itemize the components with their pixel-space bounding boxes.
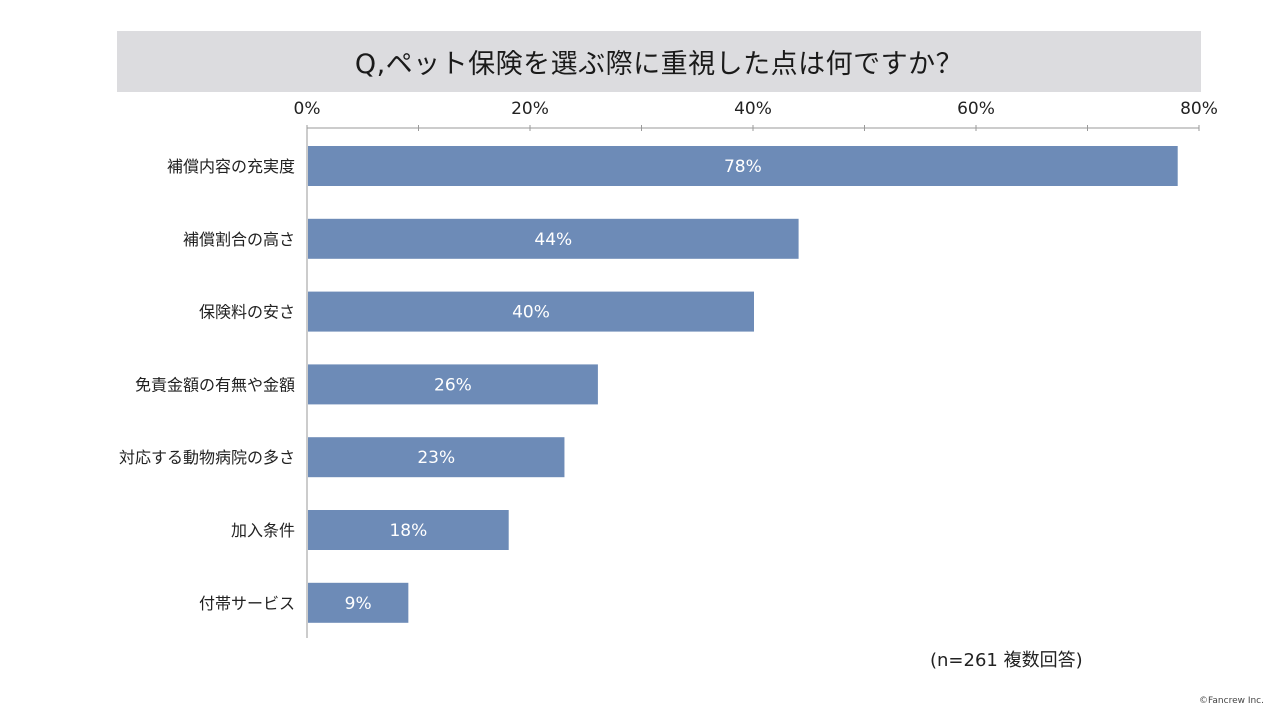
bar — [308, 510, 509, 550]
bar — [308, 218, 799, 259]
bar — [308, 291, 754, 332]
x-tick-label: 40% — [734, 99, 772, 119]
data-label: 40% — [512, 303, 550, 323]
category-label: 補償内容の充実度 — [167, 157, 295, 176]
data-label: 9% — [345, 594, 372, 614]
data-label: 78% — [724, 157, 762, 177]
category-label: 補償割合の高さ — [183, 230, 295, 249]
data-label: 44% — [534, 230, 572, 250]
data-label: 23% — [417, 448, 455, 468]
category-label: 保険料の安さ — [199, 303, 295, 322]
bar — [308, 364, 598, 405]
copyright-text: ©Fancrew Inc. — [1199, 696, 1264, 706]
sample-size-note: (n=261 複数回答) — [930, 650, 1083, 671]
x-tick-label: 80% — [1180, 99, 1218, 119]
data-label: 26% — [434, 375, 472, 395]
x-tick-label: 0% — [294, 99, 321, 119]
data-label: 18% — [389, 521, 427, 541]
category-label: 対応する動物病院の多さ — [119, 448, 295, 467]
x-tick-label: 60% — [957, 99, 995, 119]
category-label: 付帯サービス — [199, 594, 295, 613]
category-label: 免責金額の有無や金額 — [135, 375, 295, 394]
bar — [308, 437, 565, 478]
bar — [308, 582, 409, 623]
chart-title: Q,ペット保険を選ぶ際に重視した点は何ですか？ — [354, 49, 964, 80]
chart-title-bar: Q,ペット保険を選ぶ際に重視した点は何ですか？ — [117, 31, 1201, 92]
bar — [308, 146, 1178, 186]
x-tick-label: 20% — [511, 99, 549, 119]
category-label: 加入条件 — [231, 521, 295, 540]
